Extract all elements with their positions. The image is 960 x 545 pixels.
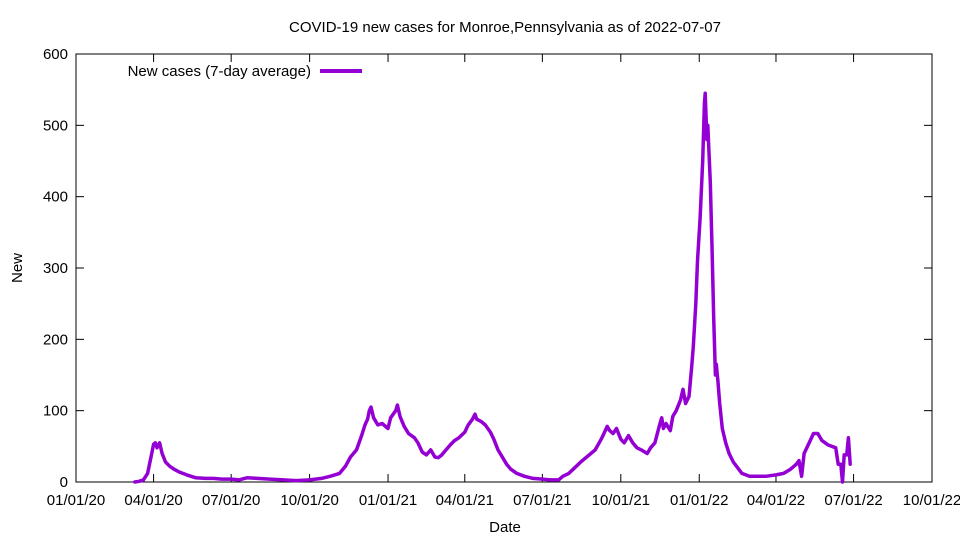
axes — [75, 53, 933, 483]
y-tick-label: 600 — [43, 46, 68, 63]
x-tick-label: 01/01/21 — [359, 492, 417, 509]
series — [133, 91, 852, 484]
legend: New cases (7-day average) — [128, 63, 362, 80]
series-line — [133, 91, 852, 484]
x-tick-label: 04/01/22 — [747, 492, 805, 509]
x-tick-label: 10/01/20 — [280, 492, 338, 509]
x-tick-label: 07/01/20 — [202, 492, 260, 509]
x-tick-label: 01/01/22 — [670, 492, 728, 509]
x-tick-label: 07/01/21 — [513, 492, 571, 509]
x-axis-label: Date — [489, 519, 521, 536]
x-tick-label: 07/01/22 — [824, 492, 882, 509]
y-axis-label: New — [9, 253, 26, 283]
ticks: 0 100 200 300 400 500 600 01/01/20 04/01/20 07/01… — [43, 46, 960, 509]
x-tick-label: 04/01/21 — [436, 492, 494, 509]
y-tick-label: 200 — [43, 331, 68, 348]
x-tick-label: 04/01/20 — [124, 492, 182, 509]
x-tick-label: 10/01/22 — [903, 492, 960, 509]
x-tick-label: 01/01/20 — [47, 492, 105, 509]
y-tick-label: 0 — [60, 474, 68, 491]
chart-title: COVID-19 new cases for Monroe,Pennsylvan… — [289, 19, 721, 36]
x-tick-label: 10/01/21 — [592, 492, 650, 509]
plot-frame — [75, 53, 933, 483]
legend-label: New cases (7-day average) — [128, 63, 311, 80]
y-tick-label: 400 — [43, 189, 68, 206]
y-tick-label: 100 — [43, 403, 68, 420]
y-tick-label: 300 — [43, 260, 68, 277]
y-tick-label: 500 — [43, 117, 68, 134]
